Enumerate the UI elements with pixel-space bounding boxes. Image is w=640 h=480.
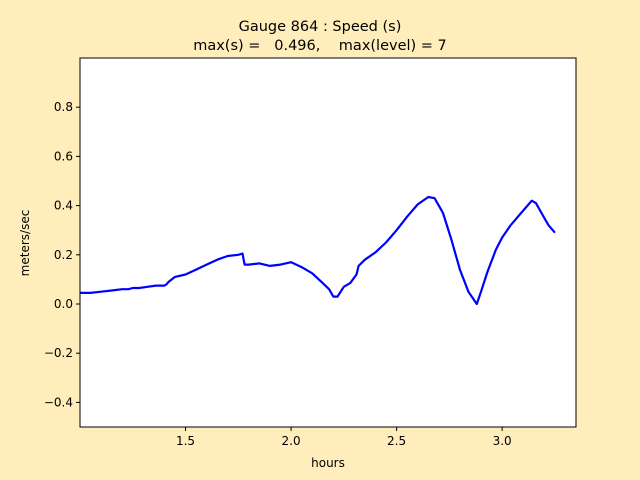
x-axis-ticks: 1.5 2.0 2.5 3.0 — [176, 427, 512, 448]
series-layer — [80, 195, 556, 306]
y-tick-label: −0.4 — [44, 395, 73, 409]
y-tick-label: 0.0 — [54, 297, 73, 311]
x-tick-label: 2.5 — [387, 434, 406, 448]
x-axis-label: hours — [311, 456, 345, 470]
y-tick-label: 0.2 — [54, 248, 73, 262]
chart-title-line1: Gauge 864 : Speed (s) — [239, 19, 402, 35]
y-tick-label: 0.8 — [54, 100, 73, 114]
plot-frame — [79, 57, 577, 428]
plot-area — [80, 58, 576, 427]
x-tick-label: 2.0 — [282, 434, 301, 448]
chart-title-line2: max(s) = 0.496, max(level) = 7 — [193, 38, 447, 54]
y-tick-label: 0.4 — [54, 199, 73, 213]
series-line — [80, 195, 556, 306]
y-axis-ticks: −0.4 −0.2 0.0 0.2 0.4 0.6 0.8 — [44, 100, 80, 409]
x-tick-label: 3.0 — [493, 434, 512, 448]
y-axis-label: meters/sec — [18, 210, 32, 277]
y-tick-label: −0.2 — [44, 346, 73, 360]
y-tick-label: 0.6 — [54, 149, 73, 163]
x-tick-label: 1.5 — [176, 434, 195, 448]
